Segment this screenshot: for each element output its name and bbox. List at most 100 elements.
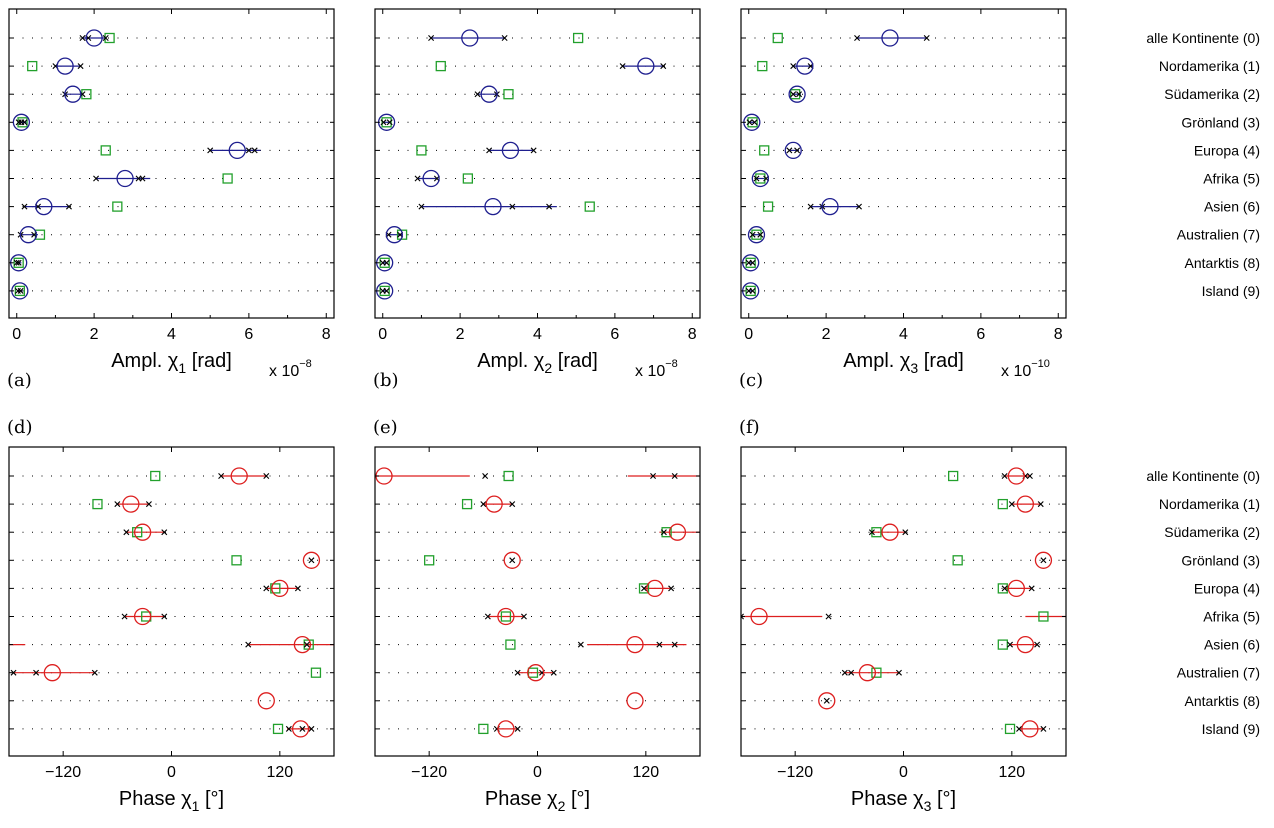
cross-marker: [895, 669, 902, 676]
cross-marker: [482, 473, 489, 479]
axis-exponent-power: −10: [1031, 358, 1050, 370]
cross-marker: [263, 473, 270, 479]
x-tick-label: 0: [899, 764, 908, 781]
cross-marker: [33, 669, 40, 676]
circle-marker: [527, 664, 545, 682]
square-marker: [572, 32, 584, 44]
cross-marker: [790, 63, 797, 70]
x-tick-label: 8: [322, 326, 331, 343]
cross-marker: [285, 725, 292, 732]
circle-marker: [818, 692, 836, 710]
x-tick-label: 0: [533, 764, 542, 781]
cross-marker: [1001, 585, 1008, 592]
cross-marker: [294, 585, 301, 592]
x-tick-label: 120: [998, 764, 1025, 781]
legend-entry: Südamerika (2): [1164, 524, 1260, 540]
square-marker: [745, 285, 756, 297]
cross-marker: [13, 259, 20, 266]
axis-exponent-base: x 10: [1001, 363, 1031, 380]
legend-amplitude: alle Kontinente (0) Nordamerika (1) Südame…: [1146, 30, 1260, 299]
circle-marker: [293, 635, 312, 654]
square-marker: [100, 145, 111, 156]
circle-marker: [291, 720, 310, 738]
x-tick-label: 4: [167, 326, 176, 343]
plot-area: [368, 467, 700, 738]
x-axis-title-main: Phase χ: [119, 788, 192, 810]
x-tick-label: 2: [90, 326, 99, 343]
cross-marker: [577, 641, 584, 648]
cross-marker: [474, 91, 481, 98]
legend-entry: Island (9): [1202, 721, 1260, 737]
axis-exponent: x 10−8: [635, 358, 678, 380]
axis-exponent: x 10−10: [1001, 358, 1050, 380]
circle-marker: [43, 664, 61, 682]
cross-marker: [308, 725, 315, 732]
cross-marker: [368, 530, 373, 535]
circle-marker: [821, 197, 839, 216]
cross-marker: [15, 259, 22, 266]
circle-marker: [133, 523, 152, 541]
x-axis-title-main: Phase χ: [851, 788, 924, 810]
cross-marker: [854, 35, 861, 41]
circle-marker: [12, 113, 31, 131]
circle-marker: [85, 29, 103, 47]
cross-marker: [21, 203, 28, 210]
x-tick-label: −120: [777, 764, 813, 781]
plot-area: [742, 29, 1062, 300]
legend-entry: Grönland (3): [1181, 114, 1260, 130]
x-tick-label: 6: [976, 326, 985, 343]
square-marker: [34, 229, 46, 240]
legend-entry: alle Kontinente (0): [1146, 30, 1260, 46]
cross-marker: [1007, 641, 1014, 648]
square-marker: [997, 498, 1008, 510]
cross-marker: [868, 529, 875, 536]
circle-marker: [501, 141, 520, 160]
legend-entry: Europa (4): [1194, 142, 1260, 158]
plot-area: [10, 29, 330, 300]
square-marker: [132, 527, 143, 538]
cross-marker: [668, 585, 675, 592]
circle-marker: [385, 226, 403, 244]
square-marker: [310, 667, 322, 678]
circle-marker: [271, 579, 289, 598]
cross-marker: [414, 175, 421, 182]
square-marker: [500, 611, 512, 622]
cross-marker: [741, 613, 744, 620]
x-axis-title-unit: [rad]: [918, 350, 964, 372]
cross-marker: [17, 287, 24, 294]
cross-marker: [251, 147, 258, 154]
square-marker: [505, 639, 516, 650]
circle-marker: [1016, 495, 1035, 513]
x-axis-title-subscript: 2: [558, 798, 566, 814]
square-marker: [772, 32, 783, 44]
x-axis-title-subscript: 1: [178, 360, 186, 376]
legend-entry: Afrika (5): [1203, 609, 1260, 625]
x-tick-label: 8: [1054, 326, 1063, 343]
square-marker: [1004, 723, 1016, 735]
panel-d: −120 0 120 Phase χ1 [°] (d): [7, 417, 335, 814]
plot-area: [741, 467, 1066, 738]
circle-marker: [1007, 467, 1025, 485]
panel-label: (c): [739, 370, 763, 391]
cross-marker: [114, 501, 121, 508]
circle-marker: [1034, 551, 1053, 569]
cross-marker: [79, 35, 86, 41]
x-axis-title: Phase χ1 [°]: [119, 788, 224, 814]
x-axis-title: Phase χ2 [°]: [485, 788, 590, 814]
cross-marker: [550, 669, 557, 676]
cross-marker: [123, 529, 130, 536]
cross-marker: [671, 473, 678, 479]
circle-marker: [1016, 635, 1035, 654]
axes-frame: [374, 446, 701, 757]
square-marker: [997, 583, 1008, 594]
cross-marker: [751, 119, 758, 126]
cross-marker: [145, 501, 152, 508]
cross-marker: [848, 669, 855, 676]
square-marker: [13, 257, 24, 268]
square-marker: [1038, 611, 1049, 622]
cross-marker: [656, 641, 663, 648]
cross-marker: [807, 203, 814, 210]
cross-marker: [660, 63, 667, 70]
circle-marker: [19, 226, 37, 244]
x-axis-title-unit: [rad]: [552, 350, 598, 372]
